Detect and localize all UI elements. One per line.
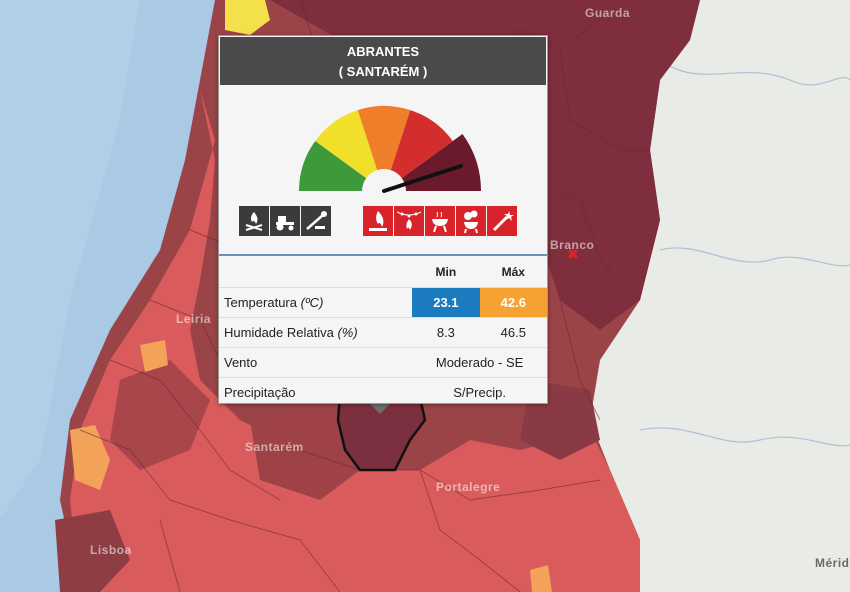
barbecue-icon [425,206,455,236]
fireworks-icon [487,206,517,236]
wind-label: Vento [219,347,413,378]
campfire-icon [239,206,269,236]
humidity-max: 46.5 [479,317,547,348]
table-row-humidity: Humidade Relativa (%) 8.3 46.5 [219,317,547,348]
table-row-wind: Vento Moderado - SE [219,347,547,378]
forbidden-x-icon: ✖ [567,246,579,262]
region-moderate-3 [530,565,552,592]
precipitation-value: S/Precip. [412,377,547,407]
fire-risk-gauge [299,106,481,201]
humidity-label-text: Humidade Relativa [224,325,334,340]
festival-fire-icon [394,206,424,236]
map-label-guarda: Guarda [585,6,631,20]
fire-icon [363,206,393,236]
region-mid-2 [250,410,360,500]
gauge-segment-3 [357,106,411,171]
region-moderate-1 [70,425,110,490]
map-label-lisboa: Lisboa [90,543,132,557]
map-label-leiria: Leiria [176,312,212,326]
humidity-unit: (%) [337,325,358,340]
municipality-popup: ABRANTES ( SANTARÉM ) ✖ Min Máx [218,35,579,407]
popup-title: ABRANTES [346,44,420,59]
smoke-icon [456,206,486,236]
map-label-branco: Branco [550,238,595,252]
header-min: Min [412,254,480,288]
temperature-label: Temperatura (ºC) [219,287,413,318]
header-max: Máx [479,254,547,288]
map-label-merida: Mérida [815,556,850,570]
ocean-shallow [0,0,140,520]
region-very-high [270,0,700,330]
popup-header: ABRANTES ( SANTARÉM ) [220,37,546,85]
weather-table: Min Máx Temperatura (ºC) 23.1 42.6 Humid… [219,254,547,407]
wind-value: Moderado - SE [412,347,547,378]
spain-rivers [639,59,850,447]
table-row-temperature: Temperatura (ºC) 23.1 42.6 [219,287,547,318]
gauge-segment-4 [390,110,453,179]
spain-land [590,0,850,592]
tools-icon [301,206,331,236]
gauge-segment-1 [299,141,367,191]
table-header-row: Min Máx [219,254,547,288]
map-label-portalegre: Portalegre [436,480,501,494]
tractor-icon [270,206,300,236]
temperature-min: 23.1 [412,287,480,318]
humidity-label: Humidade Relativa (%) [219,317,413,348]
table-row-precipitation: Precipitação S/Precip. [219,377,547,407]
temperature-unit: (ºC) [300,295,324,310]
region-high [70,90,640,592]
gauge-needle [382,163,464,193]
header-empty [219,254,413,288]
region-mid-3 [55,510,130,592]
region-moderate-2 [140,340,168,372]
humidity-min: 8.3 [412,317,480,348]
temperature-label-text: Temperatura [224,295,297,310]
region-low [225,0,270,35]
temperature-max: 42.6 [479,287,547,318]
gauge-segment-2 [315,110,378,179]
popup-subtitle: ( SANTARÉM ) [338,64,428,79]
region-mid-1 [110,360,210,470]
precipitation-label: Precipitação [219,377,413,407]
map-label-santarem: Santarém [245,440,304,454]
